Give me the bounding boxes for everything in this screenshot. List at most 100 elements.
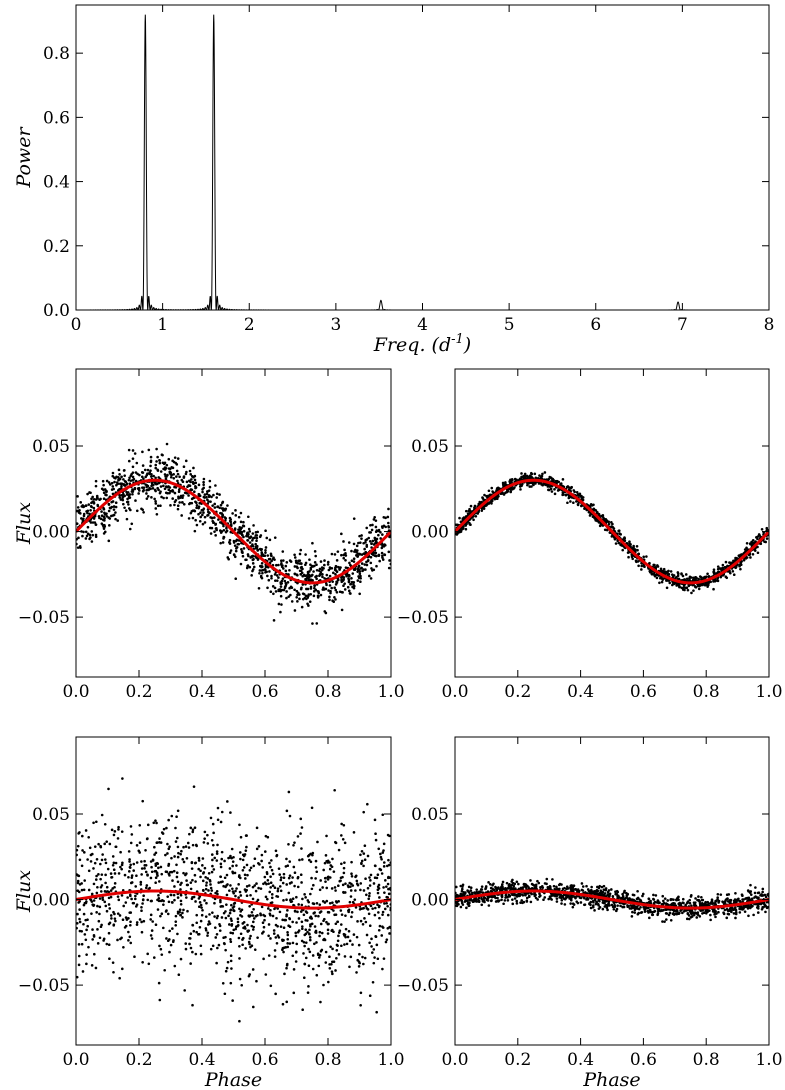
data-point [112, 833, 116, 837]
data-point [275, 574, 279, 577]
data-point [745, 546, 748, 550]
data-point [265, 882, 268, 886]
data-point [201, 879, 205, 883]
data-point [674, 576, 678, 579]
data-point [513, 897, 517, 900]
data-point [256, 914, 259, 917]
data-point [88, 537, 91, 541]
data-point [229, 981, 233, 985]
data-point [314, 554, 318, 558]
data-point [359, 541, 362, 544]
data-point [547, 477, 551, 481]
data-point [262, 957, 265, 961]
data-point [179, 888, 182, 891]
data-point [193, 509, 197, 513]
data-point [270, 859, 273, 862]
data-point [275, 916, 278, 920]
data-point [100, 487, 104, 491]
data-point [188, 937, 192, 940]
data-point [325, 573, 329, 577]
data-point [256, 530, 259, 534]
data-point [264, 568, 267, 572]
data-point [182, 871, 185, 875]
data-point [343, 933, 347, 937]
data-point [362, 906, 365, 910]
data-point [332, 600, 336, 603]
data-point [195, 506, 198, 510]
data-point [213, 506, 217, 509]
data-point [308, 916, 312, 919]
data-point [306, 595, 310, 598]
data-point [336, 939, 340, 943]
data-point [460, 899, 464, 903]
data-point [278, 873, 282, 876]
x-tick-label: 3 [330, 315, 341, 335]
data-point [319, 571, 323, 574]
data-point [206, 931, 210, 935]
data-point [631, 557, 634, 561]
data-point [387, 566, 391, 570]
data-point [78, 858, 82, 862]
data-point [613, 537, 617, 541]
data-point [335, 559, 339, 562]
data-point [82, 512, 86, 516]
data-point [564, 493, 568, 497]
data-point [382, 849, 385, 852]
data-point [230, 967, 233, 970]
data-point [122, 946, 125, 949]
data-point [337, 884, 340, 888]
data-point [296, 600, 299, 603]
x-tick-label: 2 [244, 315, 255, 335]
data-point [359, 907, 363, 910]
data-point [192, 929, 196, 933]
data-point [131, 490, 135, 493]
data-point [317, 594, 320, 598]
data-point [364, 550, 367, 554]
data-point [232, 539, 236, 543]
data-point [374, 554, 378, 558]
data-point [194, 518, 197, 522]
data-point [270, 559, 273, 563]
data-point [631, 893, 635, 897]
data-point [284, 865, 288, 868]
data-point [99, 925, 103, 929]
data-point [307, 853, 311, 857]
model-fit-line [76, 478, 391, 585]
data-point [211, 504, 214, 507]
data-point [123, 873, 127, 877]
data-point [555, 479, 559, 483]
data-point [86, 924, 89, 928]
data-point [293, 565, 297, 568]
data-point [158, 944, 161, 948]
data-point [169, 504, 172, 507]
data-point [273, 955, 277, 958]
data-point [135, 461, 139, 465]
data-point [104, 873, 107, 877]
data-point [140, 507, 143, 511]
data-point [377, 533, 380, 537]
data-point [104, 858, 107, 861]
data-point [165, 937, 168, 940]
data-point [105, 479, 109, 483]
data-point [80, 505, 84, 508]
data-point [302, 913, 306, 917]
data-point [269, 865, 272, 869]
data-point [642, 555, 645, 559]
data-point [359, 991, 363, 995]
data-point [163, 487, 167, 491]
data-point [253, 884, 257, 887]
data-point [139, 880, 143, 884]
data-point [310, 876, 313, 880]
data-point [631, 910, 634, 914]
data-point [236, 917, 240, 921]
data-point [129, 841, 133, 845]
data-point [299, 587, 303, 591]
data-point [260, 859, 263, 863]
data-point [237, 528, 240, 531]
data-point [191, 516, 195, 520]
data-point [247, 554, 250, 558]
data-point [326, 560, 330, 564]
data-point [168, 491, 171, 495]
data-point [201, 490, 204, 494]
data-point [98, 905, 102, 909]
